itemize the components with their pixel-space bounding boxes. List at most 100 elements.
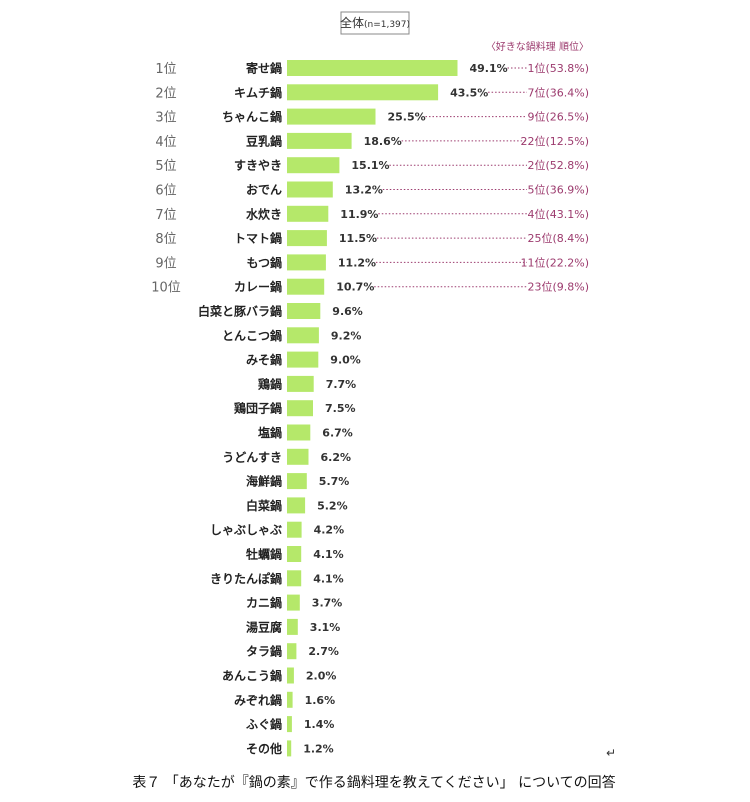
value-label: 5.7% bbox=[319, 475, 350, 488]
preference-rank-label: 11位(22.2%) bbox=[520, 255, 589, 269]
category-label: もつ鍋 bbox=[246, 255, 282, 270]
category-label: ふぐ鍋 bbox=[246, 717, 282, 732]
value-label: 18.6% bbox=[364, 135, 402, 148]
bar bbox=[287, 691, 293, 708]
sample-size: (n=1,397) bbox=[364, 20, 410, 30]
category-label: 海鮮鍋 bbox=[246, 474, 282, 489]
bar bbox=[287, 181, 333, 198]
chart-marks: 寄せ鍋 49.1% 1位 1位(53.8%) キムチ鍋 43.5% 2位 7位(36.4%) ち… bbox=[151, 60, 589, 757]
value-label: 49.1% bbox=[470, 62, 508, 75]
category-label: 鶏団子鍋 bbox=[234, 401, 282, 416]
rank-label: 5位 bbox=[155, 159, 176, 174]
value-label: 1.4% bbox=[304, 718, 335, 731]
category-label: とんこつ鍋 bbox=[222, 328, 282, 343]
bar bbox=[287, 521, 302, 538]
rank-label: 6位 bbox=[155, 184, 176, 199]
preference-rank-label: 22位(12.5%) bbox=[520, 134, 589, 148]
value-label: 10.7% bbox=[336, 281, 374, 294]
rank-label: 10位 bbox=[151, 281, 181, 296]
value-label: 11.9% bbox=[340, 208, 378, 221]
bar bbox=[287, 60, 458, 76]
value-label: 6.2% bbox=[321, 451, 352, 464]
category-label: みそ鍋 bbox=[246, 352, 282, 367]
category-label: カニ鍋 bbox=[246, 595, 282, 610]
bar bbox=[287, 254, 326, 271]
value-label: 1.6% bbox=[305, 694, 336, 707]
rank-label: 7位 bbox=[155, 208, 176, 223]
svg-text:全体(n=1,397): 全体(n=1,397) bbox=[340, 15, 410, 30]
category-label: カレー鍋 bbox=[234, 279, 282, 294]
bar bbox=[287, 157, 340, 174]
bar bbox=[287, 205, 329, 222]
category-label: きりたんぽ鍋 bbox=[210, 571, 282, 586]
category-label: 白菜鍋 bbox=[246, 498, 282, 513]
category-label: すきやき bbox=[234, 159, 282, 173]
preference-rank-label: 5位(36.9%) bbox=[527, 183, 589, 197]
value-label: 9.2% bbox=[331, 329, 362, 342]
bar bbox=[287, 132, 352, 149]
group-label-box: 全体(n=1,397) bbox=[340, 11, 410, 35]
category-label: 水炊き bbox=[246, 206, 282, 221]
category-label: ちゃんこ鍋 bbox=[222, 109, 282, 124]
bar bbox=[287, 594, 300, 611]
preference-rank-label: 25位(8.4%) bbox=[527, 231, 589, 245]
bar bbox=[287, 278, 325, 295]
value-label: 9.0% bbox=[330, 354, 361, 367]
bar bbox=[287, 473, 307, 490]
bar bbox=[287, 740, 292, 757]
preference-rank-label: 7位(36.4%) bbox=[527, 85, 589, 99]
value-label: 3.1% bbox=[310, 621, 341, 634]
category-label: しゃぶしゃぶ bbox=[210, 523, 282, 537]
category-label: タラ鍋 bbox=[246, 644, 282, 659]
category-label: トマト鍋 bbox=[234, 231, 282, 246]
category-label: 白菜と豚バラ鍋 bbox=[198, 304, 282, 319]
return-mark: ↵ bbox=[606, 746, 616, 760]
value-label: 15.1% bbox=[351, 159, 389, 172]
category-label: みぞれ鍋 bbox=[234, 692, 282, 707]
bar bbox=[287, 716, 292, 733]
value-label: 11.2% bbox=[338, 256, 376, 269]
bar bbox=[287, 351, 319, 368]
category-label: 豆乳鍋 bbox=[246, 133, 282, 148]
category-label: 牡蠣鍋 bbox=[246, 547, 282, 562]
value-label: 3.7% bbox=[312, 597, 343, 610]
value-label: 4.2% bbox=[314, 524, 345, 537]
value-label: 43.5% bbox=[450, 86, 488, 99]
group-label: 全体 bbox=[340, 15, 364, 30]
value-label: 7.7% bbox=[326, 378, 357, 391]
value-label: 1.2% bbox=[303, 742, 334, 755]
bar bbox=[287, 667, 294, 684]
bar bbox=[287, 375, 314, 392]
bar bbox=[287, 400, 313, 417]
bar bbox=[287, 497, 306, 514]
value-label: 25.5% bbox=[388, 111, 426, 124]
figure-caption: 表７ 「あなたが『鍋の素』で作る鍋料理を教えてください」 についての回答 bbox=[132, 774, 615, 791]
bar bbox=[287, 108, 376, 125]
category-label: 塩鍋 bbox=[258, 425, 282, 440]
bar bbox=[287, 230, 327, 247]
rank-label: 9位 bbox=[155, 256, 176, 271]
value-label: 4.1% bbox=[313, 548, 344, 561]
value-label: 4.1% bbox=[313, 572, 344, 585]
category-label: うどんすき bbox=[222, 450, 282, 464]
preference-rank-label: 9位(26.5%) bbox=[527, 110, 589, 124]
value-label: 6.7% bbox=[322, 427, 353, 440]
rank-label: 8位 bbox=[155, 232, 176, 247]
value-label: 9.6% bbox=[332, 305, 363, 318]
bar bbox=[287, 327, 319, 344]
value-label: 2.7% bbox=[308, 645, 339, 658]
category-label: 寄せ鍋 bbox=[246, 61, 282, 76]
bar bbox=[287, 643, 297, 660]
preference-rank-label: 23位(9.8%) bbox=[527, 280, 589, 294]
bar bbox=[287, 84, 439, 101]
bar bbox=[287, 546, 302, 562]
bar bbox=[287, 570, 302, 587]
preference-rank-label: 1位(53.8%) bbox=[527, 61, 589, 75]
preference-rank-label: 4位(43.1%) bbox=[527, 207, 589, 221]
preference-rank-label: 2位(52.8%) bbox=[527, 158, 589, 172]
category-label: その他 bbox=[246, 741, 282, 756]
value-label: 5.2% bbox=[317, 499, 348, 512]
value-label: 2.0% bbox=[306, 670, 337, 683]
value-label: 13.2% bbox=[345, 184, 383, 197]
